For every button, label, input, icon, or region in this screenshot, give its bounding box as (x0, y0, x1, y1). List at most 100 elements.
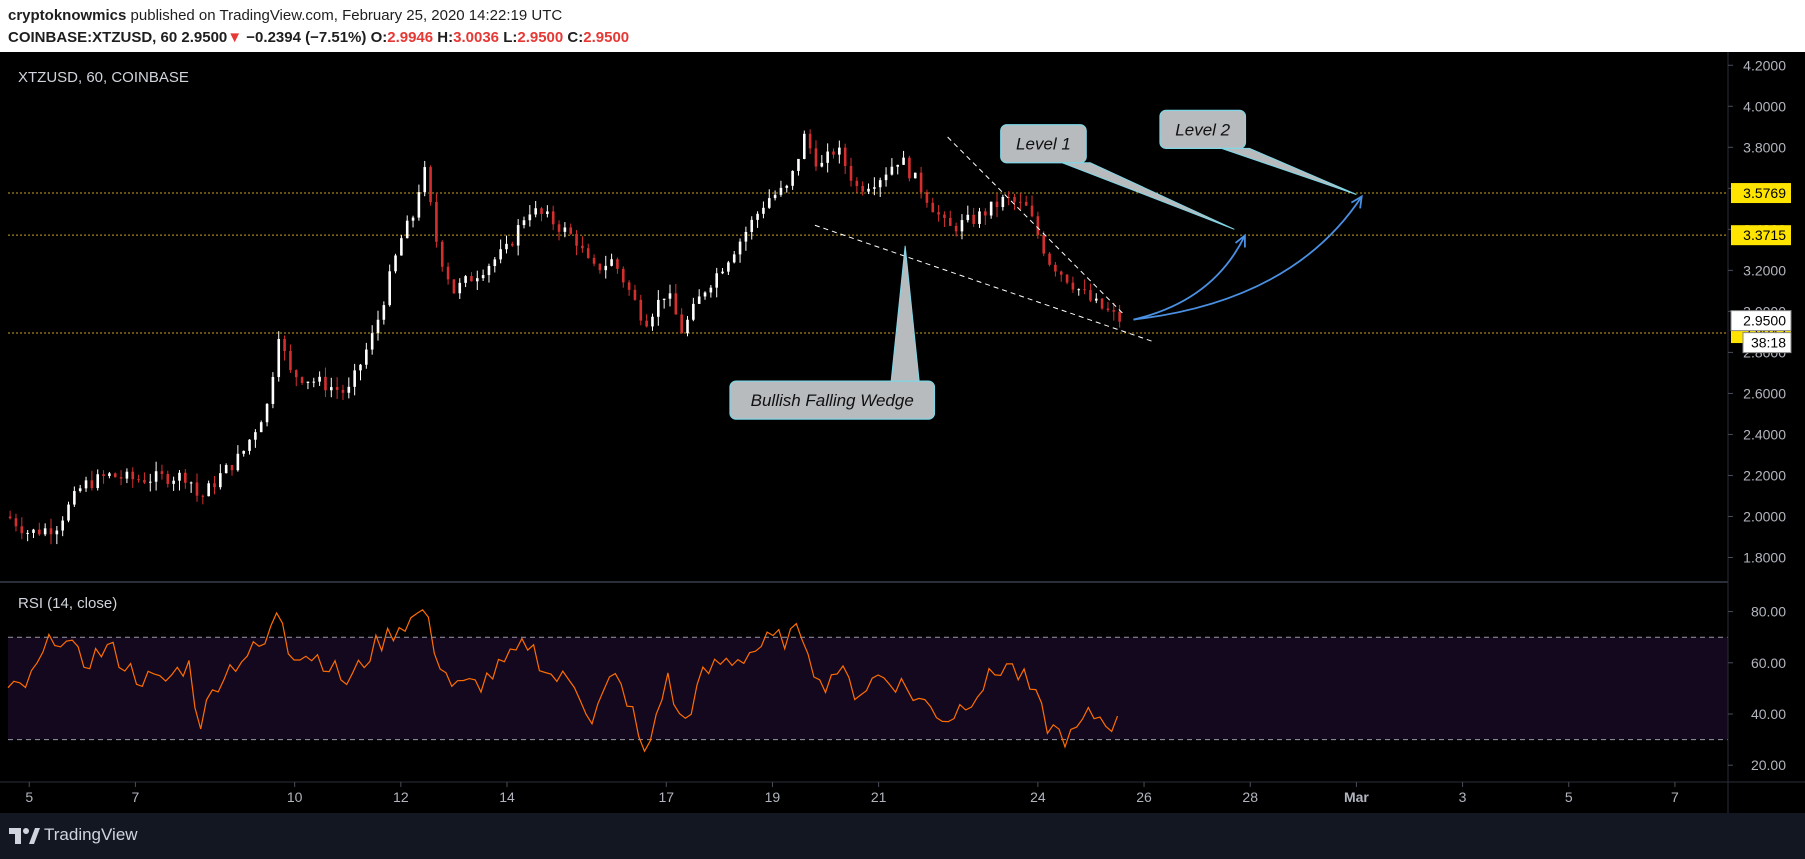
author-name[interactable]: cryptoknowmics (8, 7, 127, 24)
candle-body (236, 453, 240, 471)
curved-arrow[interactable] (1133, 235, 1246, 321)
wedge-trendline[interactable] (947, 136, 1124, 314)
candle-body (458, 282, 462, 294)
candle-body (382, 305, 386, 320)
callout-box[interactable] (1000, 124, 1087, 164)
candle-body (300, 377, 304, 383)
time-tick-label[interactable]: 14 (499, 789, 515, 805)
time-tick-label[interactable]: 19 (765, 789, 781, 805)
candle-body (38, 529, 41, 535)
close-value: 2.9500 (583, 29, 630, 46)
candle-body (931, 202, 935, 213)
price-tick-label[interactable]: 2.6000 (1743, 385, 1786, 401)
candle-body (633, 289, 637, 300)
candle-body (277, 338, 281, 377)
callout[interactable]: Level 2 (1159, 109, 1357, 195)
wedge-trendline[interactable] (814, 224, 1155, 343)
price-tick-label[interactable]: 2.4000 (1743, 426, 1786, 442)
level-price-label: 3.3715 (1743, 227, 1786, 243)
candle-body (762, 207, 765, 214)
ohlc-line: COINBASE:XTZUSD, 60 2.9500▼ −0.2394 (−7.… (8, 29, 629, 46)
candle-body (318, 376, 321, 382)
candle-body (102, 474, 105, 477)
callout-box[interactable] (729, 380, 936, 420)
candle-body (1118, 311, 1121, 322)
tradingview-logo-icon[interactable] (8, 825, 40, 847)
rsi-tick-label[interactable]: 80.00 (1751, 604, 1786, 620)
price-tick-label[interactable]: 3.8000 (1743, 139, 1786, 155)
candle-body (67, 504, 70, 521)
tradingview-brand[interactable]: TradingView (44, 825, 138, 844)
candle-body (324, 376, 327, 391)
price-tick-label[interactable]: 4.0000 (1743, 98, 1786, 114)
time-tick-label[interactable]: 10 (287, 789, 303, 805)
price-tick-label[interactable]: 2.0000 (1743, 508, 1786, 524)
candle-body (411, 217, 415, 221)
callout-text: Bullish Falling Wedge (751, 391, 914, 410)
callout-box[interactable] (1159, 109, 1247, 149)
projection-arrows[interactable] (1133, 194, 1363, 321)
candle-body (1077, 289, 1081, 291)
candle-body (306, 381, 310, 383)
time-tick-label[interactable]: 28 (1242, 789, 1258, 805)
rsi-line (7, 608, 1119, 753)
rsi-tick-label[interactable]: 20.00 (1751, 757, 1786, 773)
candle-body (511, 243, 514, 246)
candle-body (1001, 196, 1005, 208)
candle-body (365, 349, 368, 365)
curved-arrow[interactable] (1133, 196, 1363, 321)
time-tick-label[interactable]: 12 (393, 789, 409, 805)
candle-body (832, 151, 835, 155)
candle-body (289, 351, 292, 371)
candle-body (814, 148, 818, 167)
candle-body (61, 520, 64, 531)
time-tick-label[interactable]: 5 (1565, 789, 1573, 805)
candle-body (791, 170, 794, 186)
candle-body (73, 491, 76, 505)
falling-wedge-lines[interactable] (814, 136, 1155, 343)
level-price-tag[interactable] (1731, 183, 1791, 204)
candle-body (341, 389, 345, 393)
close-label: C: (567, 29, 584, 46)
candle-body (271, 376, 275, 404)
time-tick-label[interactable]: 21 (871, 789, 887, 805)
candle-body (394, 255, 397, 272)
price-tick-label[interactable]: 1.8000 (1743, 549, 1786, 565)
rsi-axis-ticks[interactable]: 20.00 40.00 60.00 80.00 (1728, 604, 1786, 774)
candle-body (732, 254, 736, 263)
time-tick-label[interactable]: 3 (1459, 789, 1467, 805)
candle-body (522, 220, 526, 226)
time-tick-label[interactable]: 17 (658, 789, 674, 805)
candle-body (551, 211, 555, 225)
price-tick-label[interactable]: 3.2000 (1743, 262, 1786, 278)
price-tick-label[interactable]: 4.2000 (1743, 57, 1786, 73)
candle-body (43, 528, 47, 535)
time-tick-label[interactable]: 7 (132, 789, 140, 805)
callout-annotations[interactable]: Level 1 Level 2 Bullish Falling Wedge (729, 109, 1357, 420)
candle-body (1024, 201, 1028, 206)
time-tick-label[interactable]: 7 (1671, 789, 1679, 805)
candle-body (376, 319, 380, 334)
candle-body (785, 185, 789, 188)
candle-body (1112, 310, 1116, 312)
bar-countdown-label: 38:18 (1751, 335, 1786, 351)
current-price-tag[interactable] (1730, 310, 1792, 332)
candle-body (219, 473, 222, 488)
price-tick-label[interactable]: 2.2000 (1743, 467, 1786, 483)
callout[interactable]: Level 1 (1000, 124, 1235, 230)
callout[interactable]: Bullish Falling Wedge (729, 245, 936, 420)
rsi-tick-label[interactable]: 60.00 (1751, 655, 1786, 671)
candle-body (423, 167, 427, 193)
candle-body (802, 133, 806, 159)
level-price-tag[interactable] (1731, 225, 1791, 246)
rsi-tick-label[interactable]: 40.00 (1751, 706, 1786, 722)
time-tick-label[interactable]: 24 (1030, 789, 1046, 805)
time-tick-label[interactable]: Mar (1344, 789, 1369, 805)
candle-body (972, 214, 975, 224)
candle-body (487, 266, 491, 276)
time-axis-ticks[interactable]: 5 7 10 12 14 17 19 21 24 26 28 Mar 3 5 7 (25, 782, 1679, 805)
time-tick-label[interactable]: 5 (25, 789, 33, 805)
time-tick-label[interactable]: 26 (1136, 789, 1152, 805)
candle-body (937, 212, 940, 215)
price-chart[interactable]: Level 1 Level 2 Bullish Falling Wedge XTZU… (0, 52, 1805, 813)
